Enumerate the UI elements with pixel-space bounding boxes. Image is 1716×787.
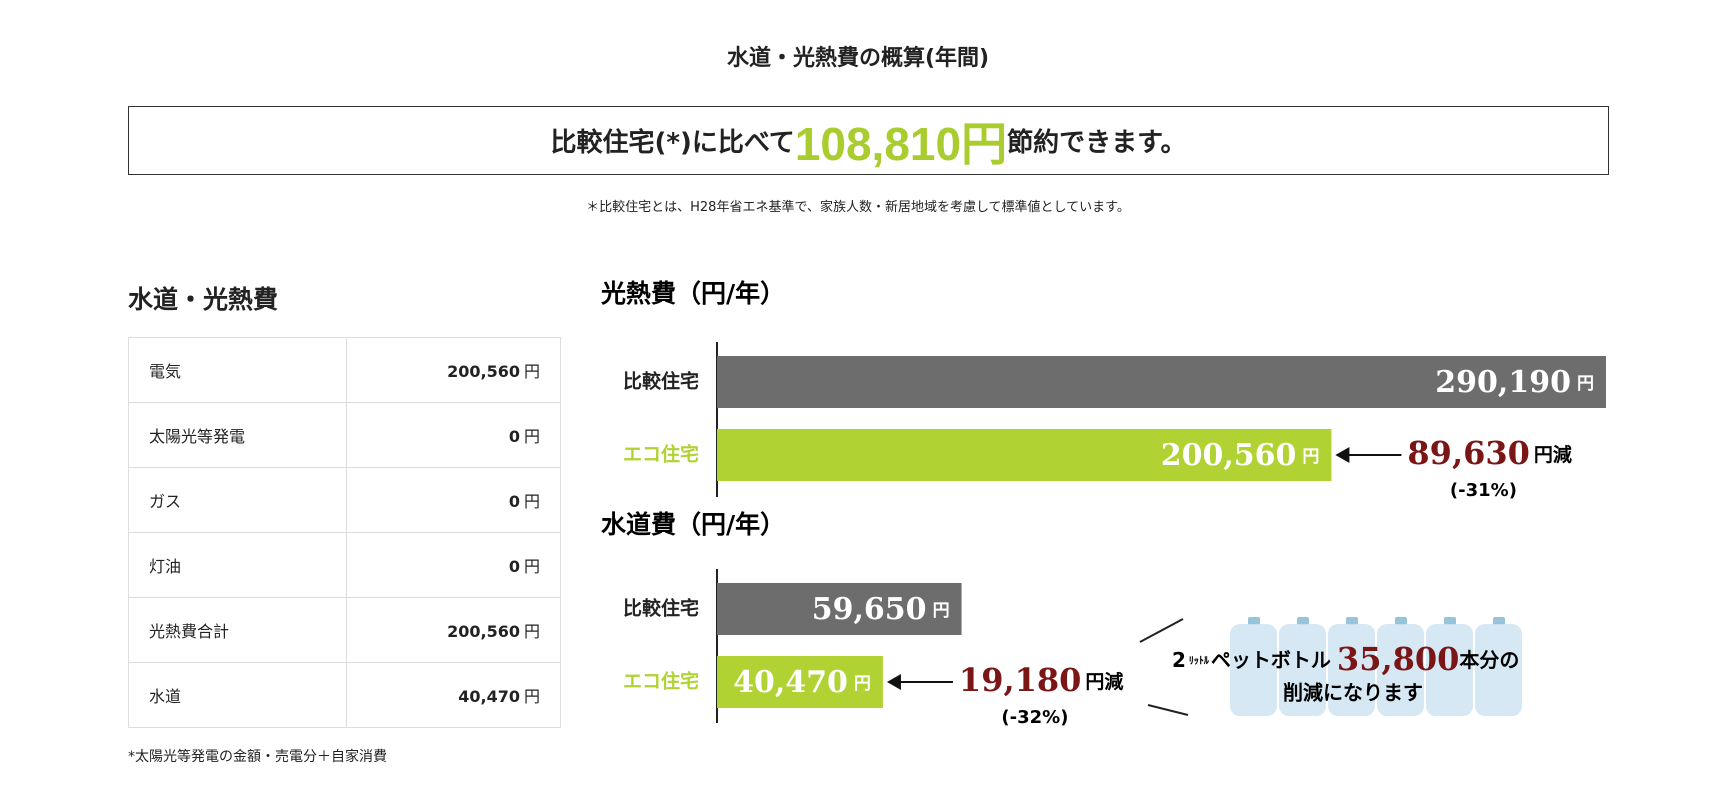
bottle-line2: 削減になります	[1283, 681, 1423, 705]
chart-title: 光熱費（円/年）	[600, 279, 785, 308]
footnote: *太陽光等発電の金額・売電分＋自家消費	[128, 749, 387, 765]
bottle-count: 35,800	[1337, 640, 1459, 678]
row-label: 水道	[127, 662, 348, 728]
bottle	[1230, 624, 1277, 716]
unit: 円	[1577, 374, 1594, 394]
bar	[717, 656, 883, 708]
bar	[717, 356, 1606, 408]
cost-table: 電気 200,560 円太陽光等発電 0 円ガス 0 円灯油 0 円光熱費合計 200,560 円水…	[127, 337, 561, 728]
value: 0	[508, 492, 520, 511]
value: 0	[508, 557, 520, 576]
row-label: 光熱費合計	[127, 597, 348, 663]
deco-line	[1147, 704, 1189, 716]
table-row: 電気 200,560 円	[127, 337, 561, 403]
table-row: 太陽光等発電 0 円	[127, 402, 561, 468]
row-value: 200,560 円	[346, 337, 561, 403]
value-label: 200,560	[1161, 438, 1297, 473]
unit: 円	[523, 492, 540, 511]
chart-title: 水道費（円/年）	[601, 510, 785, 539]
saving-amount: 89,630	[1407, 434, 1529, 472]
bottle-cap	[1493, 617, 1505, 625]
headline-after: 節約できます。	[1007, 128, 1187, 158]
bottle-cap	[1248, 617, 1260, 625]
bottle	[1426, 624, 1473, 716]
headline-box: 比較住宅(*)に比べて 108,810円 節約できます。	[128, 106, 1609, 175]
bottle-cap	[1444, 617, 1456, 625]
unit: 円	[523, 557, 540, 576]
deco-line	[1139, 618, 1184, 643]
value-label: 59,650	[812, 592, 927, 627]
bottle	[1377, 624, 1424, 716]
value: 200,560	[447, 622, 520, 641]
table-row: 水道 40,470 円	[127, 662, 561, 728]
unit: 円	[1302, 447, 1319, 467]
bottle-cap	[1297, 617, 1309, 625]
saving-percent: (-31%)	[1450, 480, 1517, 501]
bottle-item: ペットボトル	[1211, 648, 1331, 672]
unit: 円	[854, 674, 871, 694]
bottle	[1279, 624, 1326, 716]
category-label: エコ住宅	[623, 670, 699, 693]
headline-amount: 108,810円	[794, 117, 1008, 170]
table-title: 水道・光熱費	[128, 285, 279, 314]
unit: 円	[523, 687, 540, 706]
bottle-size: 2	[1172, 648, 1186, 672]
category-label: 比較住宅	[623, 597, 699, 620]
value: 40,470	[458, 687, 520, 706]
headline-before: 比較住宅(*)に比べて	[550, 128, 795, 158]
bottle-cap	[1395, 617, 1407, 625]
saving-amount: 19,180	[959, 661, 1081, 699]
bar	[717, 583, 962, 635]
row-label: 灯油	[127, 532, 348, 598]
bottle	[1328, 624, 1375, 716]
value-label: 290,190	[1435, 365, 1571, 400]
saving-unit: 円減	[1085, 670, 1123, 693]
saving-percent: (-32%)	[1001, 707, 1068, 728]
value: 0	[508, 427, 520, 446]
unit: 円	[933, 601, 950, 621]
row-label: 電気	[127, 337, 348, 403]
bottle	[1475, 624, 1522, 716]
bottle-size-unit: ﾘｯﾄﾙ	[1189, 655, 1210, 667]
bar-label: 200,560 円	[1161, 438, 1320, 473]
unit: 円	[523, 362, 540, 381]
bar-label: 59,650 円	[812, 592, 950, 627]
bar	[717, 429, 1332, 481]
unit: 円	[523, 622, 540, 641]
category-label: 比較住宅	[623, 370, 699, 393]
value-label: 40,470	[733, 665, 848, 700]
row-value: 200,560 円	[346, 597, 561, 663]
saving: 19,180 円減	[959, 661, 1123, 699]
bar-label: 40,470 円	[733, 665, 871, 700]
bottle-text: 2 ﾘｯﾄﾙ ペットボトル 35,800本分の	[1172, 640, 1519, 678]
arrow-head	[886, 674, 901, 690]
row-value: 40,470 円	[346, 662, 561, 728]
bottle-cap	[1346, 617, 1358, 625]
unit: 円	[523, 427, 540, 446]
arrow-head	[1335, 447, 1350, 463]
table-row: 灯油 0 円	[127, 532, 561, 598]
value: 200,560	[447, 362, 520, 381]
bar-label: 290,190 円	[1435, 365, 1594, 400]
saving-unit: 円減	[1534, 443, 1572, 466]
saving: 89,630 円減	[1407, 434, 1571, 472]
page-title: 水道・光熱費の概算(年間)	[726, 46, 990, 71]
bottle-count-unit: 本分の	[1459, 648, 1519, 672]
category-label: エコ住宅	[623, 443, 699, 466]
table-row: 光熱費合計 200,560 円	[127, 597, 561, 663]
note: ＊比較住宅とは、H28年省エネ基準で、家族人数・新居地域を考慮して標準値としてい…	[586, 200, 1130, 215]
